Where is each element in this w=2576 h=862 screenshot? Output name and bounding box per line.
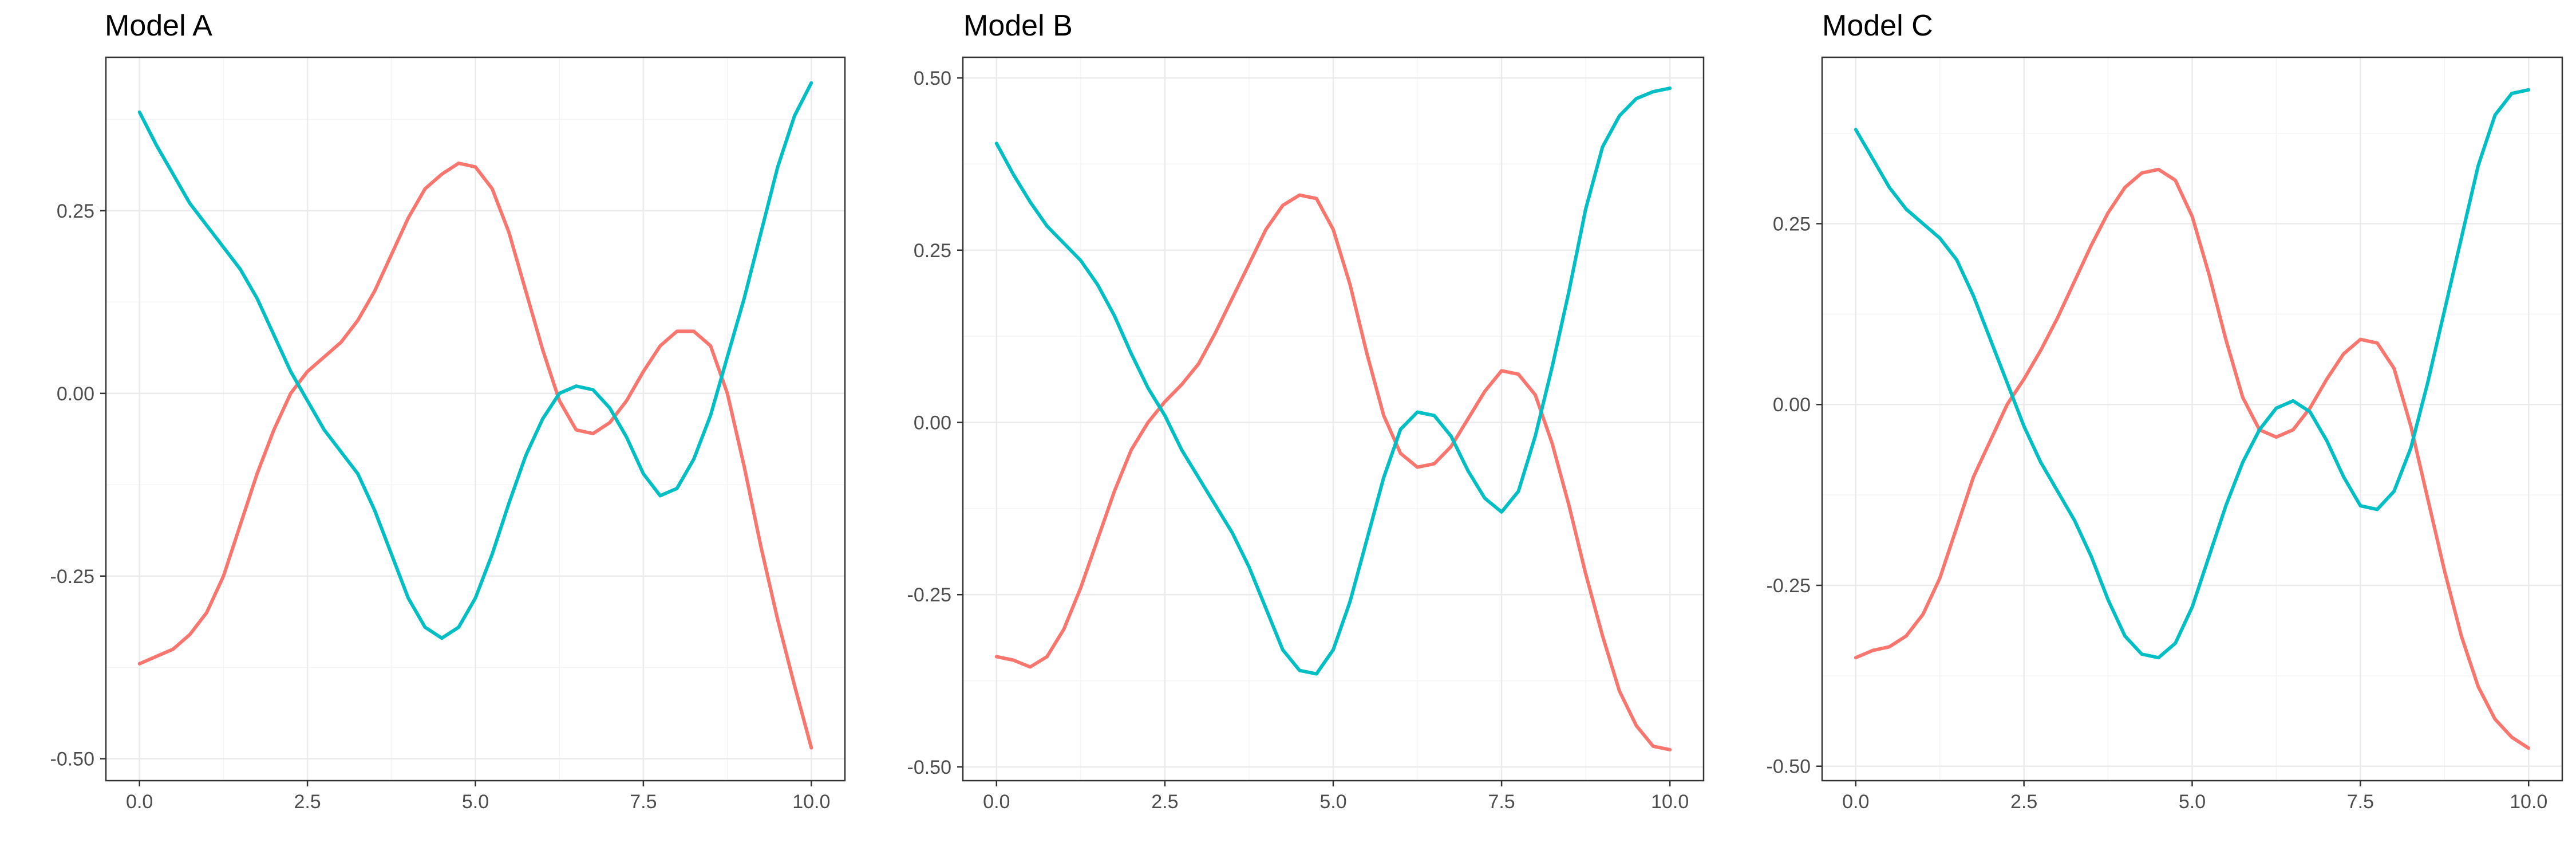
series-line-2: [1854, 88, 2531, 660]
panel-title: Model B: [963, 9, 1073, 42]
y-tick-label: -0.50: [50, 749, 95, 770]
panel-title: Model C: [1822, 9, 1933, 42]
x-tick-label: 0.0: [983, 791, 1010, 813]
x-tick-label: 7.5: [1488, 791, 1515, 813]
series-line-1: [137, 162, 813, 750]
panel-title: Model A: [105, 9, 212, 42]
y-tick-label: 0.00: [1773, 394, 1811, 416]
x-tick-label: 0.0: [1842, 791, 1869, 813]
series-line-1: [994, 193, 1672, 751]
x-tick-label: 10.0: [1651, 791, 1689, 813]
x-tick-label: 2.5: [2010, 791, 2037, 813]
x-tick-label: 10.0: [792, 791, 830, 813]
y-tick-label: 0.50: [914, 68, 951, 89]
y-tick-label: -0.50: [907, 757, 952, 778]
x-tick-label: 2.5: [1151, 791, 1178, 813]
panel-3: 0.0 2.5 5.0 7.5 10.0 -0.50 -0.25 0.00 0.25 Model …: [1767, 9, 2563, 813]
y-tick-label: 0.00: [57, 383, 94, 405]
series-line-2: [137, 81, 813, 640]
x-tick-label: 2.5: [294, 791, 321, 813]
x-tick-label: 7.5: [2347, 791, 2374, 813]
y-tick-label: -0.25: [50, 566, 95, 588]
y-tick-label: 0.25: [914, 240, 951, 262]
y-tick-label: -0.50: [1767, 756, 1811, 778]
panel-1: 0.0 2.5 5.0 7.5 10.0 -0.50 -0.25 0.00 0.25 Model …: [50, 9, 846, 813]
y-tick-label: 0.00: [914, 412, 951, 434]
series-line-2: [994, 86, 1672, 676]
y-tick-label: -0.25: [1767, 575, 1811, 597]
x-tick-label: 5.0: [1319, 791, 1346, 813]
x-tick-label: 5.0: [462, 791, 489, 813]
x-tick-label: 7.5: [630, 791, 657, 813]
y-tick-label: 0.25: [57, 200, 94, 222]
series-line-1: [1854, 167, 2531, 750]
y-tick-label: 0.25: [1773, 213, 1811, 235]
y-tick-label: -0.25: [907, 584, 952, 606]
panel-2: 0.0 2.5 5.0 7.5 10.0 -0.50 -0.25 0.00 0.25 0.50 Mo…: [907, 9, 1705, 813]
x-tick-label: 5.0: [2179, 791, 2206, 813]
x-tick-label: 0.0: [126, 791, 153, 813]
x-tick-label: 10.0: [2510, 791, 2547, 813]
